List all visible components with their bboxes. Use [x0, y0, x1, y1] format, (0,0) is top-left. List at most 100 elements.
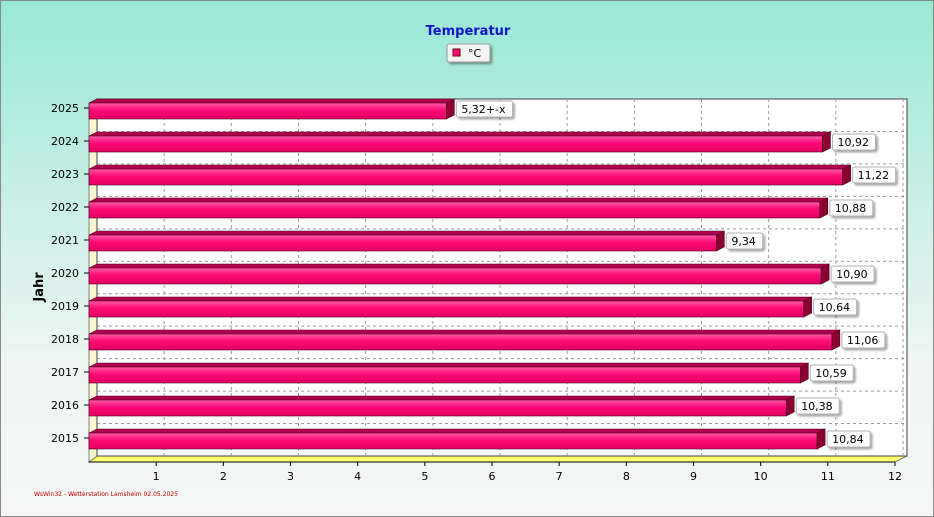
- y-tick-label: 2019: [51, 300, 79, 313]
- bars: 5,32+-x 10,92 11,22 10,88 9,34 10,90 10,64 11,0…: [88, 98, 897, 450]
- bar-front-face: [88, 399, 787, 417]
- x-axis: 1 2 3 4 5 6 7 8 9 10 11 12: [89, 461, 902, 483]
- data-label-box: [725, 232, 764, 250]
- y-axis-title: Jahr: [32, 272, 47, 303]
- bar-side-face: [799, 362, 809, 384]
- bar-side-face: [819, 197, 829, 219]
- bar-side-face: [831, 329, 841, 351]
- bar-front-face: [88, 234, 717, 252]
- x-tick-label: 1: [153, 470, 160, 483]
- bar-side-face: [785, 395, 795, 417]
- y-tick-label: 2017: [51, 366, 79, 379]
- bar-front-face: [88, 333, 833, 351]
- bar-front-face: [88, 201, 821, 219]
- data-label: 9,34: [731, 235, 756, 248]
- data-label-box: [841, 331, 886, 349]
- data-label: 10,92: [837, 136, 869, 149]
- data-label: 10,90: [836, 268, 868, 281]
- y-tick-label: 2021: [51, 234, 79, 247]
- bar-top-face: [88, 329, 840, 335]
- bar-front-face: [88, 432, 818, 450]
- bar: 11,22: [88, 164, 897, 186]
- data-label: 10,88: [835, 202, 867, 215]
- bar: 10,84: [88, 428, 871, 450]
- x-tick-label: 10: [754, 470, 768, 483]
- data-label-box: [852, 166, 897, 184]
- data-label-box: [795, 397, 840, 415]
- bar-top-face: [88, 362, 809, 368]
- bar-front-face: [88, 366, 801, 384]
- data-label: 10,59: [815, 367, 847, 380]
- bar-side-face: [803, 296, 812, 318]
- chart-title: Temperatur: [426, 24, 511, 39]
- data-label-box: [830, 265, 875, 283]
- data-label-box: [455, 100, 514, 118]
- bar-side-face: [446, 98, 455, 120]
- bar-front-face: [88, 168, 843, 186]
- data-label: 10,38: [801, 400, 833, 413]
- bar-top-face: [88, 428, 826, 434]
- bar-top-face: [88, 197, 828, 203]
- data-label-box: [809, 364, 854, 382]
- bar-top-face: [88, 395, 795, 401]
- bar-top-face: [88, 164, 851, 170]
- data-label: 10,84: [832, 433, 864, 446]
- bar: 9,34: [88, 230, 764, 252]
- data-label: 10,64: [819, 301, 851, 314]
- x-tick-label: 7: [556, 470, 563, 483]
- bar-top-face: [88, 230, 725, 236]
- bar: 10,64: [88, 296, 858, 318]
- x-tick-label: 6: [489, 470, 496, 483]
- bar-front-face: [88, 102, 447, 120]
- y-axis: 2025 2024 2023 2022 2021 2020 2019 2018 2017 2016…: [51, 102, 89, 445]
- bar-side-face: [822, 131, 831, 153]
- bar: 10,38: [88, 395, 840, 417]
- data-label-box: [831, 133, 876, 151]
- x-tick-label: 11: [821, 470, 835, 483]
- bar: 5,32+-x: [88, 98, 514, 120]
- x-tick-label: 3: [287, 470, 294, 483]
- data-label: 11,06: [847, 334, 879, 347]
- bar-top-face: [88, 131, 831, 137]
- y-tick-label: 2025: [51, 102, 79, 115]
- data-label-box: [813, 298, 858, 316]
- bar: 10,92: [88, 131, 876, 153]
- bar-side-face: [842, 164, 851, 186]
- bar-top-face: [88, 296, 812, 302]
- x-tick-label: 5: [421, 470, 428, 483]
- y-tick-label: 2018: [51, 333, 79, 346]
- bar-front-face: [88, 135, 823, 153]
- x-tick-label: 4: [354, 470, 361, 483]
- x-tick-label: 9: [690, 470, 697, 483]
- legend-label: °C: [468, 47, 482, 60]
- data-label: 5,32+-x: [461, 103, 506, 116]
- bar: 10,90: [88, 263, 875, 285]
- x-tick-label: 12: [888, 470, 902, 483]
- legend: °C: [446, 43, 491, 63]
- bar-side-face: [816, 428, 826, 450]
- data-label-box: [829, 199, 874, 217]
- bar-top-face: [88, 263, 830, 269]
- y-tick-label: 2024: [51, 135, 79, 148]
- bar: 10,88: [88, 197, 874, 219]
- y-tick-label: 2022: [51, 201, 79, 214]
- grid: [97, 99, 907, 456]
- bar: 11,06: [88, 329, 886, 351]
- x-tick-label: 2: [220, 470, 227, 483]
- x-tick-label: 8: [623, 470, 630, 483]
- bar-front-face: [88, 300, 804, 318]
- data-label-box: [826, 430, 871, 448]
- y-tick-label: 2023: [51, 168, 79, 181]
- floor: [87, 455, 908, 463]
- y-tick-label: 2020: [51, 267, 79, 280]
- bar-front-face: [88, 267, 822, 285]
- bar: 10,59: [88, 362, 854, 384]
- y-tick-label: 2016: [51, 399, 79, 412]
- bar-side-face: [820, 263, 830, 285]
- y-tick-label: 2015: [51, 432, 79, 445]
- bar-side-face: [716, 230, 725, 252]
- legend-swatch: [452, 48, 461, 57]
- data-label: 11,22: [858, 169, 890, 182]
